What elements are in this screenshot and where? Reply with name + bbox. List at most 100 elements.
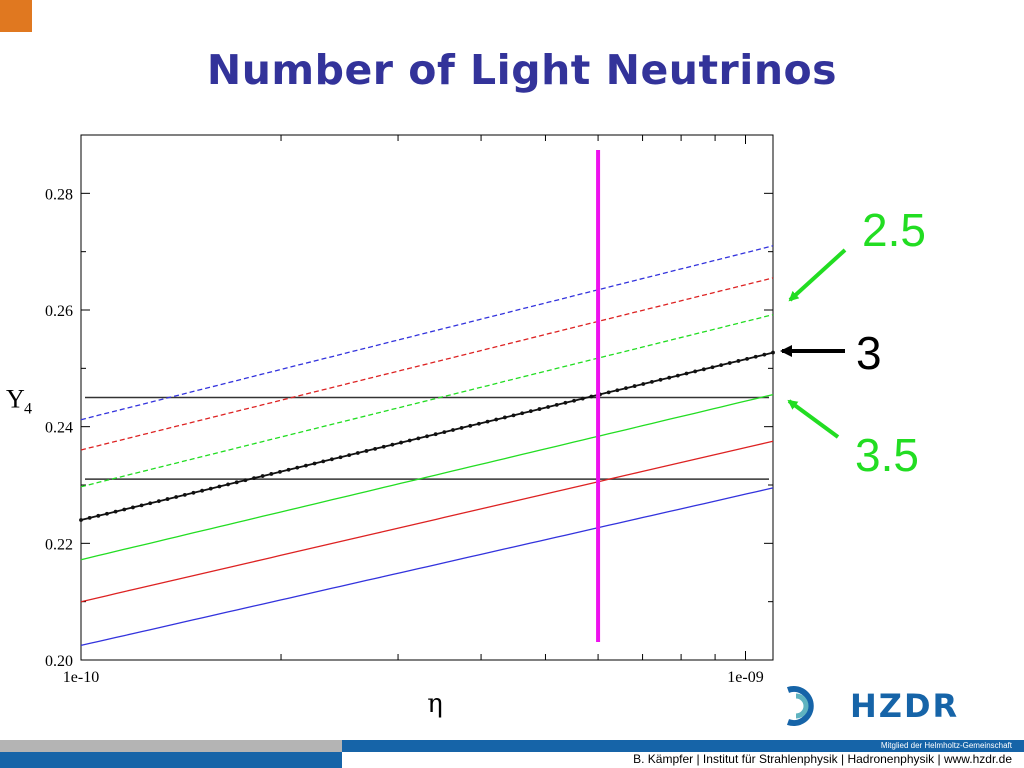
series-marker [736,359,741,363]
series-marker [572,398,576,403]
series-marker [615,388,620,393]
series-marker [537,407,542,411]
series-marker [87,516,92,520]
series-line [80,393,774,561]
series-marker [269,472,274,476]
series-marker [468,423,473,428]
series-marker [641,382,646,386]
series-marker [278,469,282,474]
series-marker [753,354,758,359]
series-marker [407,438,412,443]
series-marker [727,361,732,365]
plot-frame [80,134,774,661]
series-marker [139,503,144,508]
series-marker [381,444,386,449]
chart: 0.20 0.22 0.24 0.26 0.28 1e-10 1e-09 η Y 4 [6,134,847,719]
y-tick-label: 0.22 [45,536,73,553]
series-marker [260,474,265,478]
series-marker [528,409,533,414]
series-line [80,277,774,451]
series-marker [416,436,421,441]
series-marker [165,497,170,501]
series-marker [494,417,499,422]
series-marker [200,488,205,493]
series-marker [208,486,213,491]
series-marker [122,507,127,512]
series-marker [745,356,749,361]
series-marker [658,377,663,382]
series-marker [243,478,248,483]
x-tick-label: 1e-09 [727,669,763,686]
footer-bar-blue-lower [0,752,342,768]
series-line [80,440,774,603]
x-tick-label: 1e-10 [63,669,99,686]
arrow-3p5 [787,399,840,439]
series-marker [96,513,101,518]
hzdr-logo-icon [778,684,822,733]
series-marker [347,453,352,458]
series-marker [329,457,334,462]
y-tick-label: 0.28 [45,186,73,203]
series-line [80,245,774,421]
series-marker [355,451,360,455]
series-marker [105,511,109,516]
series-marker [477,421,481,426]
series-marker [771,350,775,355]
footer-bar-grey [0,740,342,752]
y-tick-label: 0.26 [45,303,73,320]
corner-accent [0,0,32,32]
series-marker [286,467,291,472]
series-marker [234,480,239,485]
annotation-3-5: 3.5 [855,429,919,481]
series-marker [580,396,585,401]
series-marker [425,434,429,439]
series-marker [667,375,672,380]
slide-title: Number of Light Neutrinos [206,46,838,94]
series-marker [606,390,611,395]
series-marker [624,386,628,391]
series-marker [338,455,343,460]
series-marker [650,379,654,384]
series-marker [520,411,525,416]
series-line [80,487,774,647]
series-marker [217,484,222,489]
series-marker [373,446,377,451]
series-marker [131,505,135,510]
footer-bar-blue [342,740,1024,752]
series-marker [364,449,369,453]
series-marker [156,499,161,504]
series-marker [174,495,179,499]
y-axis-label: Y [6,385,25,414]
series-marker [719,363,723,368]
series-marker [502,415,507,420]
series-marker [148,501,153,506]
series-marker [563,400,568,405]
series-marker [182,492,187,497]
series-marker [632,384,637,388]
series-marker [312,461,317,466]
series-marker [675,373,680,378]
series-marker [511,413,516,418]
series-marker [554,403,559,407]
annotation-3: 3 [856,327,882,379]
series-marker [762,352,767,357]
footer-member-text: Mitglied der Helmholtz-Gemeinschaft [880,741,1012,750]
series-marker [693,369,698,374]
series-marker [295,465,300,470]
series-marker [433,432,438,437]
series-marker [684,371,689,376]
arrow-2p5 [788,248,847,302]
series-marker [79,518,83,522]
series-marker [701,367,706,372]
series-marker [226,482,230,487]
footer-credit: B. Kämpfer | Institut für Strahlenphysik… [633,752,1012,766]
series-marker [459,426,464,430]
series-marker [442,430,447,435]
series-marker [485,419,490,424]
y-axis-label-sub: 4 [24,401,32,418]
series-marker [546,405,550,409]
series-marker [113,509,118,514]
x-axis-label: η [427,689,443,719]
series-marker [710,365,715,370]
series-marker [191,490,196,495]
